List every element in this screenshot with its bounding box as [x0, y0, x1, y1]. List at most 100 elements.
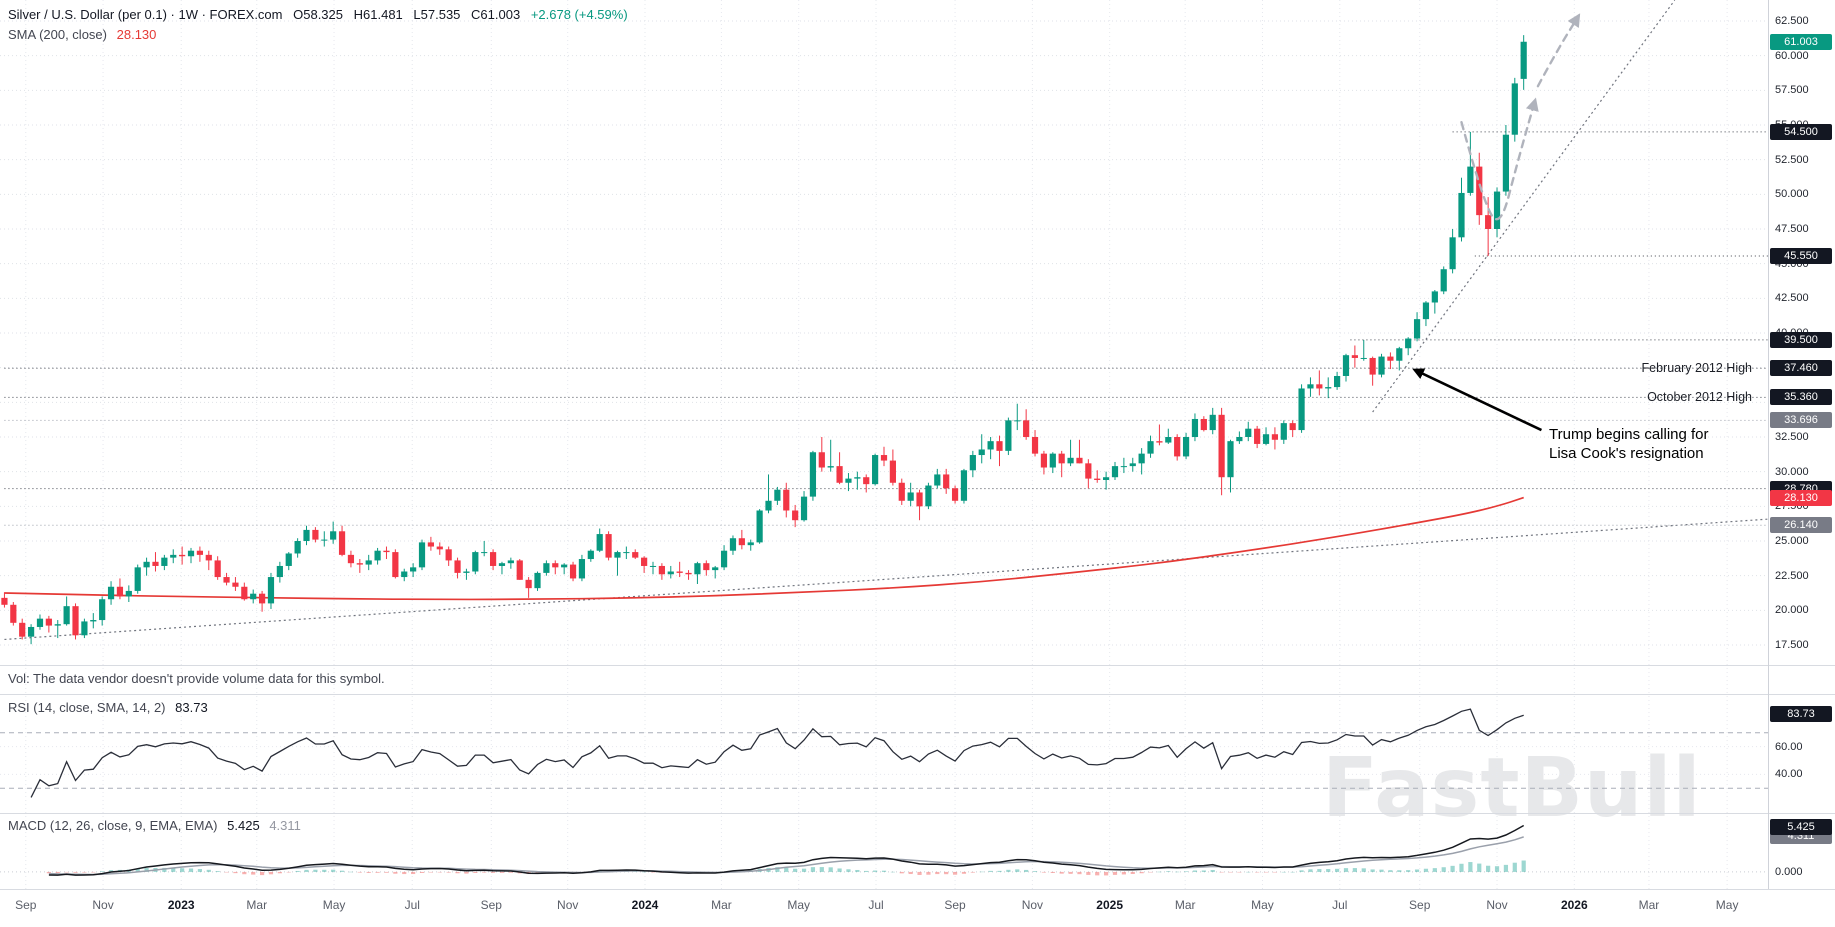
candle-body[interactable]: [756, 510, 763, 543]
candle-body[interactable]: [712, 567, 719, 571]
candle-body[interactable]: [498, 563, 506, 566]
macd-pane[interactable]: [0, 824, 1768, 876]
candle-body[interactable]: [347, 554, 355, 564]
rsi-legend[interactable]: RSI (14, close, SMA, 14, 2) 83.73: [8, 700, 208, 715]
candle-body[interactable]: [738, 538, 745, 546]
candle-body[interactable]: [1387, 356, 1394, 361]
candle-body[interactable]: [792, 510, 799, 521]
candle-body[interactable]: [543, 563, 550, 573]
candle-body[interactable]: [196, 550, 203, 555]
candle-body[interactable]: [614, 552, 621, 558]
candle-body[interactable]: [267, 577, 275, 604]
candle-body[interactable]: [1005, 420, 1012, 451]
candle-body[interactable]: [1360, 357, 1367, 359]
candle-body[interactable]: [1191, 418, 1199, 437]
trendline[interactable]: [4, 518, 1772, 641]
candle-body[interactable]: [1467, 166, 1474, 193]
candle-body[interactable]: [1156, 441, 1163, 443]
rsi-pane[interactable]: [0, 708, 1768, 798]
candle-body[interactable]: [552, 563, 559, 568]
candle-body[interactable]: [1031, 436, 1039, 454]
candle-body[interactable]: [1422, 302, 1430, 320]
candle-body[interactable]: [1200, 418, 1207, 431]
candle-body[interactable]: [863, 477, 870, 485]
candle-body[interactable]: [1396, 348, 1403, 361]
candle-body[interactable]: [427, 542, 434, 547]
candle-body[interactable]: [925, 485, 932, 507]
candle-body[interactable]: [765, 500, 772, 511]
candle-body[interactable]: [1476, 166, 1483, 216]
pane-separator-main-volume[interactable]: [0, 665, 1835, 666]
candle-body[interactable]: [276, 565, 283, 578]
candle-body[interactable]: [907, 492, 914, 501]
candle-body[interactable]: [747, 542, 754, 546]
candle-body[interactable]: [10, 604, 17, 623]
candle-body[interactable]: [800, 496, 808, 521]
candle-body[interactable]: [1502, 134, 1510, 192]
candle-body[interactable]: [134, 567, 141, 591]
candle-body[interactable]: [1316, 384, 1323, 389]
symbol-title[interactable]: Silver / U.S. Dollar (per 0.1) · 1W · FO…: [8, 7, 283, 22]
candle-body[interactable]: [1120, 466, 1127, 468]
candle-body[interactable]: [578, 559, 586, 579]
candle-body[interactable]: [561, 564, 568, 568]
candle-body[interactable]: [818, 452, 825, 468]
candle-body[interactable]: [774, 489, 781, 501]
candle-body[interactable]: [845, 478, 852, 483]
candle-body[interactable]: [401, 571, 408, 578]
projection-arrow[interactable]: [1536, 13, 1581, 88]
candle-body[interactable]: [1511, 83, 1518, 135]
candle-body[interactable]: [996, 441, 1003, 451]
candle-body[interactable]: [1209, 414, 1216, 431]
candle-body[interactable]: [1307, 384, 1314, 389]
sma-200-line[interactable]: [4, 496, 1524, 601]
candle-body[interactable]: [951, 488, 959, 501]
candle-body[interactable]: [1485, 215, 1492, 229]
candle-body[interactable]: [356, 563, 363, 565]
candle-body[interactable]: [1094, 478, 1101, 480]
candle-body[interactable]: [569, 564, 577, 579]
candle-body[interactable]: [472, 552, 479, 572]
candle-body[interactable]: [1218, 414, 1225, 478]
candle-body[interactable]: [1147, 441, 1154, 454]
candle-body[interactable]: [1040, 453, 1048, 468]
candle-body[interactable]: [489, 552, 497, 566]
candle-body[interactable]: [72, 606, 79, 636]
candle-body[interactable]: [1058, 453, 1065, 464]
candle-body[interactable]: [161, 557, 168, 566]
candle-body[interactable]: [1103, 477, 1110, 480]
candle-body[interactable]: [898, 482, 905, 501]
candle-body[interactable]: [410, 567, 417, 572]
pane-separator-volume-rsi[interactable]: [0, 694, 1835, 695]
candle-body[interactable]: [170, 554, 177, 558]
volume-legend[interactable]: Vol: The data vendor doesn't provide vol…: [8, 671, 385, 686]
candle-body[interactable]: [285, 553, 292, 566]
candle-body[interactable]: [1325, 387, 1332, 389]
candle-body[interactable]: [1085, 463, 1092, 479]
candle-body[interactable]: [383, 550, 390, 553]
candle-body[interactable]: [19, 622, 26, 637]
candle-body[interactable]: [1413, 319, 1421, 339]
trendline[interactable]: [1372, 0, 1676, 413]
candle-body[interactable]: [1369, 357, 1376, 375]
candle-body[interactable]: [1334, 375, 1341, 388]
candle-body[interactable]: [81, 621, 88, 636]
candle-body[interactable]: [720, 550, 728, 568]
candle-body[interactable]: [418, 542, 426, 568]
candle-body[interactable]: [152, 561, 159, 566]
candle-body[interactable]: [1449, 237, 1456, 270]
candle-body[interactable]: [321, 539, 328, 541]
candle-body[interactable]: [36, 618, 44, 627]
candle-body[interactable]: [978, 449, 985, 456]
macd-legend[interactable]: MACD (12, 26, close, 9, EMA, EMA) 5.425 …: [8, 818, 301, 833]
pane-separator-rsi-macd[interactable]: [0, 813, 1835, 814]
candle-body[interactable]: [125, 590, 132, 597]
candle-body[interactable]: [116, 586, 124, 597]
candle-body[interactable]: [312, 529, 319, 540]
candle-body[interactable]: [587, 550, 594, 560]
candle-body[interactable]: [1, 597, 8, 605]
candle-body[interactable]: [1493, 191, 1501, 229]
candle-body[interactable]: [729, 538, 737, 551]
candle-body[interactable]: [205, 554, 212, 561]
